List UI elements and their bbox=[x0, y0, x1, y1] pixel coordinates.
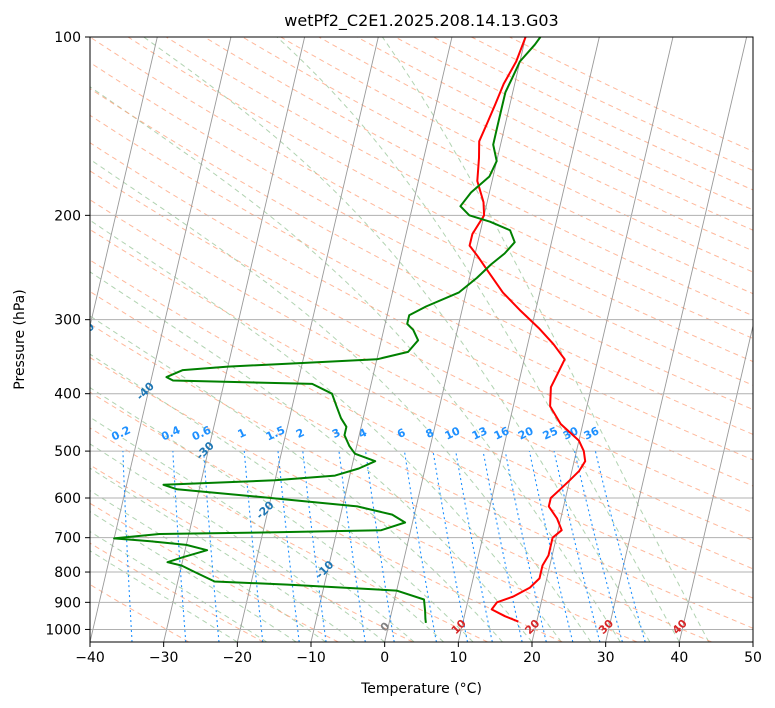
moist-adiabat-line bbox=[276, 37, 680, 642]
dry-adiabat-line bbox=[90, 114, 753, 461]
mixing-ratio-line bbox=[553, 450, 601, 642]
mixing-ratio-line bbox=[482, 451, 523, 642]
dry-adiabat-line bbox=[127, 37, 753, 363]
mixing-ratio-label: 16 bbox=[492, 424, 512, 442]
skewed-isotherms bbox=[90, 37, 753, 642]
plot-area: -100-90-80-70-60-50-40-30-20-10010203040… bbox=[74, 37, 753, 642]
isotherm-line bbox=[163, 37, 306, 642]
x-tick-label: 40 bbox=[670, 650, 688, 666]
isotherm-line bbox=[531, 37, 674, 642]
moist-adiabat-line bbox=[90, 86, 621, 642]
dewpoint-profile-line bbox=[113, 37, 542, 624]
dry-adiabat-line bbox=[90, 228, 753, 570]
dry-adiabat-line bbox=[90, 323, 712, 642]
dry-adiabat-line bbox=[433, 37, 753, 191]
dry-adiabat-line bbox=[90, 37, 753, 386]
mixing-ratio-label: 20 bbox=[516, 424, 536, 442]
moist-adiabat-line bbox=[90, 387, 444, 642]
y-tick-label: 600 bbox=[54, 491, 81, 507]
dry-adiabats bbox=[90, 37, 753, 642]
mixing-ratio-label: 36 bbox=[582, 424, 602, 442]
x-tick-label: 20 bbox=[523, 650, 541, 666]
dry-adiabat-line bbox=[90, 464, 414, 642]
mixing-ratio-label: 13 bbox=[470, 424, 489, 442]
x-axis-ticks: −40 −30 −20 −10 0 10 20 30 40 50 bbox=[75, 642, 762, 666]
sounding-profiles bbox=[113, 37, 587, 624]
dry-adiabat-line bbox=[90, 259, 753, 599]
x-tick-label: −40 bbox=[75, 650, 105, 666]
moist-adiabat-line bbox=[90, 490, 326, 642]
dry-adiabat-line bbox=[90, 199, 753, 542]
mixing-ratio-line bbox=[574, 450, 623, 642]
dry-adiabat-line bbox=[90, 427, 488, 642]
dry-adiabat-line bbox=[90, 87, 753, 435]
mixing-ratio-label: 25 bbox=[541, 424, 560, 442]
dry-adiabat-line bbox=[471, 37, 753, 171]
dry-adiabat-line bbox=[318, 37, 753, 252]
moist-adiabat-line bbox=[90, 271, 533, 642]
y-tick-label: 800 bbox=[54, 565, 81, 581]
dry-adiabat-line bbox=[165, 37, 753, 339]
mixing-ratio-line bbox=[432, 451, 469, 642]
dry-adiabat-line bbox=[90, 61, 753, 411]
moist-adiabat-line bbox=[90, 443, 385, 642]
isotherm-line bbox=[310, 37, 453, 642]
y-axis-title: Pressure (hPa) bbox=[12, 289, 28, 389]
x-tick-label: −20 bbox=[223, 650, 253, 666]
y-axis-ticks: 100 200 300 400 500 600 700 800 900 1000 bbox=[45, 30, 90, 638]
x-tick-label: 50 bbox=[744, 650, 762, 666]
x-tick-label: −10 bbox=[296, 650, 326, 666]
moist-adiabat-line bbox=[90, 158, 592, 642]
y-tick-label: 500 bbox=[54, 444, 81, 460]
dry-adiabat-line bbox=[242, 37, 753, 295]
isotherm-line bbox=[384, 37, 527, 642]
y-tick-label: 400 bbox=[54, 387, 81, 403]
moist-adiabat-line bbox=[90, 315, 503, 642]
x-tick-label: −30 bbox=[149, 650, 179, 666]
isotherm-line bbox=[236, 37, 379, 642]
y-tick-label: 700 bbox=[54, 531, 81, 547]
mixing-ratio-line bbox=[455, 451, 493, 642]
plot-frame bbox=[89, 36, 754, 643]
isotherm-line bbox=[678, 323, 753, 642]
dry-adiabat-line bbox=[90, 170, 753, 514]
dry-adiabat-line bbox=[356, 37, 753, 231]
isotherm-line bbox=[90, 37, 232, 642]
moist-adiabat-line bbox=[143, 37, 651, 642]
y-tick-label: 900 bbox=[54, 595, 81, 611]
mixing-ratio-line bbox=[504, 450, 547, 642]
mixing-ratio-line bbox=[594, 450, 646, 642]
x-tick-label: 0 bbox=[380, 650, 389, 666]
x-tick-label: 30 bbox=[597, 650, 615, 666]
mixing-ratio-line bbox=[528, 450, 574, 642]
moist-adiabat-line bbox=[90, 219, 562, 642]
x-axis-title: Temperature (°C) bbox=[360, 681, 482, 697]
y-tick-label: 100 bbox=[54, 30, 81, 46]
isotherm-label: -50 bbox=[74, 320, 97, 343]
mixing-ratio-label: 10 bbox=[443, 424, 463, 442]
temperature-profile-line bbox=[468, 37, 587, 623]
pressure-gridlines bbox=[90, 37, 753, 630]
isotherm-line bbox=[90, 37, 158, 328]
y-tick-label: 300 bbox=[54, 313, 81, 329]
isotherm-line bbox=[605, 37, 748, 642]
x-tick-label: 10 bbox=[449, 650, 467, 666]
y-tick-label: 200 bbox=[54, 208, 81, 224]
chart-title: wetPf2_C2E1.2025.208.14.13.G03 bbox=[284, 11, 558, 31]
moist-adiabat-line bbox=[90, 467, 356, 642]
y-tick-label: 1000 bbox=[45, 622, 81, 638]
isotherm-line bbox=[457, 37, 600, 642]
mixing-ratio-lines bbox=[122, 450, 646, 642]
dry-adiabat-line bbox=[90, 290, 753, 629]
